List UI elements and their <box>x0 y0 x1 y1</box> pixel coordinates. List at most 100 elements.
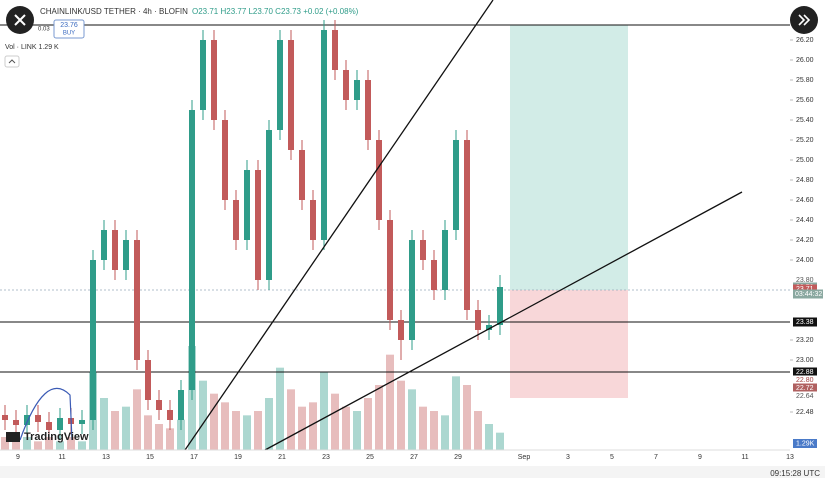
volume-bar <box>342 406 350 450</box>
volume-bar <box>122 406 130 450</box>
y-tick-label: 26.20 <box>796 37 814 44</box>
candle-body <box>486 325 492 330</box>
volume-bar <box>155 424 163 450</box>
price-marker <box>793 383 817 393</box>
volume-bar <box>56 441 64 450</box>
candle-body <box>2 415 8 420</box>
candle-body <box>365 80 371 140</box>
y-tick-label: 24.60 <box>796 197 814 204</box>
candle-body <box>167 410 173 420</box>
volume-bar <box>287 389 295 450</box>
price-marker-label: 22.72 <box>796 385 814 392</box>
candle-body <box>233 200 239 240</box>
buy-price: 23.76 <box>60 22 78 29</box>
volume-bar <box>199 380 207 450</box>
price-marker-label: 22.64 <box>796 393 814 400</box>
x-tick-label: 5 <box>610 454 614 461</box>
x-tick-label: 11 <box>58 454 65 461</box>
x-tick-label: 29 <box>454 454 462 461</box>
y-tick-label: 24.40 <box>796 217 814 224</box>
candle-body <box>101 230 107 260</box>
candle-body <box>420 240 426 260</box>
countdown-box <box>793 289 823 299</box>
buy-label: BUY <box>63 31 75 37</box>
candle-body <box>90 260 96 420</box>
spread: 0.03 <box>38 27 50 33</box>
y-tick-label: 25.60 <box>796 97 814 104</box>
x-axis-labels: 9 11 13 15 17 19 21 23 25 27 29 Sep 3 5 7 9 11 13 <box>16 454 794 461</box>
volume-bar <box>34 441 42 450</box>
volume-bar <box>430 411 438 450</box>
candle-body <box>266 130 272 280</box>
volume-bar <box>496 432 504 450</box>
volume-bar <box>45 437 53 450</box>
y-tick-label: 24.20 <box>796 237 814 244</box>
x-tick-label: 15 <box>146 454 154 461</box>
y-tick-label: 25.40 <box>796 117 814 124</box>
ohlc: O23.71 H23.77 L23.70 C23.73 +0.02 (+0.08… <box>192 7 359 16</box>
volume-label: Vol · LINK 1.29 K <box>5 44 59 51</box>
volume-bar <box>1 437 9 450</box>
candle-body <box>288 40 294 150</box>
price-marker-label: 22.80 <box>796 377 814 384</box>
volume-bar <box>100 398 108 450</box>
volume-bar <box>474 411 482 450</box>
price-marker <box>793 391 817 401</box>
volume-bar <box>111 411 119 450</box>
candle-body <box>442 230 448 290</box>
volume-bar <box>210 393 218 450</box>
trend-line <box>264 191 743 451</box>
close-icon <box>14 14 26 26</box>
volume-bar <box>463 385 471 450</box>
x-tick-label: 19 <box>234 454 242 461</box>
y-tick-label: 24.80 <box>796 177 814 184</box>
candle-body <box>277 40 283 130</box>
collapse-button[interactable] <box>4 55 20 68</box>
candle-body <box>431 260 437 290</box>
candle-body <box>376 140 382 220</box>
volume-bar <box>221 402 229 450</box>
candle-body <box>321 30 327 240</box>
y-tick-label: 22.48 <box>796 409 814 416</box>
candle-body <box>497 287 503 325</box>
candle-body <box>134 240 140 360</box>
volume-bar <box>364 398 372 450</box>
price-marker-label: 23.71 <box>796 286 814 293</box>
volume-bar <box>23 437 31 450</box>
expand-icon <box>798 14 811 26</box>
volume-bar <box>452 376 460 450</box>
candle-body <box>255 170 261 280</box>
candle-body <box>453 140 459 230</box>
y-tick-label: 25.00 <box>796 157 814 164</box>
buy-button[interactable] <box>53 19 85 39</box>
volume-marker-box <box>793 439 817 448</box>
candle-body <box>79 420 85 424</box>
x-tick-label: 27 <box>410 454 418 461</box>
trend-line <box>184 0 494 451</box>
volume-bar <box>243 415 251 450</box>
y-tick-label: 25.80 <box>796 77 814 84</box>
volume-bar <box>67 437 75 450</box>
countdown: 03:44:32 <box>795 291 822 298</box>
clock: 09:15:28 UTC <box>770 469 820 478</box>
volume-bar <box>331 393 339 450</box>
candle-body <box>387 220 393 320</box>
candle-body <box>475 310 481 330</box>
x-tick-label: 13 <box>102 454 110 461</box>
volume-bar <box>254 411 262 450</box>
bottom-bar <box>0 466 825 478</box>
candle-body <box>409 240 415 340</box>
volume-bar <box>177 419 185 450</box>
candle-body <box>189 110 195 390</box>
price-marker-label: 23.80 <box>796 277 814 284</box>
x-tick-label: 3 <box>566 454 570 461</box>
volume-bar <box>265 398 273 450</box>
volume-bar <box>144 415 152 450</box>
candle-body <box>46 422 52 430</box>
volume-bar <box>441 415 449 450</box>
candle-body <box>299 150 305 200</box>
y-tick-label: 24.00 <box>796 257 814 264</box>
price-marker-label: 22.88 <box>796 369 814 376</box>
candle-body <box>112 230 118 270</box>
